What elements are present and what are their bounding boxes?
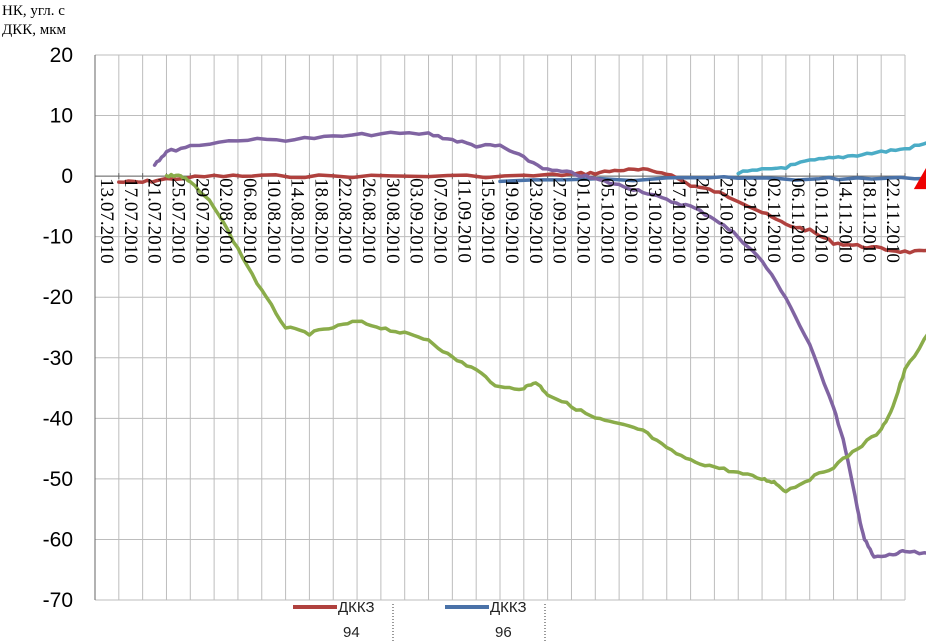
- x-tick-label: 14.11.2010: [835, 178, 856, 263]
- series-line-2: [498, 175, 926, 184]
- legend: ДККЗ 94 ДККЗ 96: [293, 599, 546, 641]
- x-tick-labels: 13.07.2010 17.07.2010 21.07.2010 25.07.2010…: [96, 178, 903, 264]
- y-tick-label: -10: [43, 226, 73, 249]
- legend-label-number: 94: [343, 624, 360, 641]
- y-tick-label: 20: [50, 44, 73, 67]
- y-tick-label: -40: [43, 407, 73, 430]
- y-tick-label: -60: [43, 528, 73, 551]
- series-line-5: [164, 172, 926, 494]
- x-tick-label: 02.11.2010: [763, 178, 784, 263]
- x-tick-label: 06.08.2010: [239, 178, 260, 263]
- x-tick-label: 02.08.2010: [215, 178, 236, 264]
- x-tick-label: 29.07.2010: [191, 178, 212, 264]
- legend-label: ДККЗ: [338, 599, 375, 616]
- y-tick-label: 10: [50, 105, 73, 128]
- x-tick-label: 03.09.2010: [406, 178, 427, 264]
- x-tick-label: 10.11.2010: [811, 178, 832, 263]
- y-tick-label: -70: [43, 589, 73, 612]
- x-tick-label: 23.09.2010: [525, 178, 546, 264]
- legend-label: ДККЗ: [490, 599, 527, 616]
- legend-label-number: 96: [495, 624, 512, 641]
- x-tick-label: 07.09.2010: [430, 178, 451, 264]
- x-tick-label: 25.07.2010: [167, 178, 188, 264]
- y-axis-label-line-2: ДКК, мкм: [2, 22, 67, 38]
- x-tick-label: 29.10.2010: [739, 178, 760, 264]
- x-tick-label: 30.08.2010: [382, 178, 403, 264]
- y-axis-label: НК, угл. с ДКК, мкм: [2, 2, 66, 40]
- y-tick-labels: 20 10 0 -10 -20 -30 -40 -50 -60 -70: [43, 44, 73, 612]
- x-tick-label: 06.11.2010: [787, 178, 808, 263]
- x-tick-label: 09.10.2010: [620, 178, 641, 264]
- y-tick-label: -30: [43, 347, 73, 370]
- event-marker-triangle: [913, 168, 926, 190]
- x-tick-label: 01.10.2010: [572, 178, 593, 264]
- x-tick-label: 13.07.2010: [96, 178, 117, 264]
- x-tick-label: 19.09.2010: [501, 178, 522, 264]
- x-tick-label: 22.08.2010: [334, 178, 355, 264]
- x-tick-label: 22.11.2010: [882, 178, 903, 263]
- x-tick-label: 17.07.2010: [120, 178, 141, 264]
- x-tick-label: 27.09.2010: [549, 178, 570, 264]
- x-tick-label: 21.07.2010: [144, 178, 165, 264]
- series-line-4: [736, 141, 926, 176]
- y-tick-label: -50: [43, 468, 73, 491]
- x-tick-label: 15.09.2010: [477, 178, 498, 264]
- x-tick-label: 05.10.2010: [596, 178, 617, 264]
- series-lines: [117, 130, 926, 559]
- x-tick-label: 14.08.2010: [287, 178, 308, 264]
- event-marker: [913, 168, 926, 190]
- x-tick-label: 10.08.2010: [263, 178, 284, 264]
- x-tick-label: 13.10.2010: [644, 178, 665, 264]
- y-tick-label: -20: [43, 286, 73, 309]
- x-tick-label: 25.10.2010: [715, 178, 736, 264]
- series-line-1: [117, 167, 926, 255]
- x-tick-label: 26.08.2010: [358, 178, 379, 264]
- grid: [94, 54, 906, 601]
- x-tick-label: 11.09.2010: [453, 178, 474, 263]
- series-line-3: [152, 130, 926, 559]
- x-tick-label: 18.11.2010: [858, 178, 879, 263]
- x-tick-label: 18.08.2010: [310, 178, 331, 264]
- x-tick-label: 17.10.2010: [668, 178, 689, 264]
- y-axis-label-line-1: НК, угл. с: [2, 3, 65, 19]
- y-tick-label: 0: [61, 165, 73, 188]
- x-tick-label: 21.10.2010: [692, 178, 713, 264]
